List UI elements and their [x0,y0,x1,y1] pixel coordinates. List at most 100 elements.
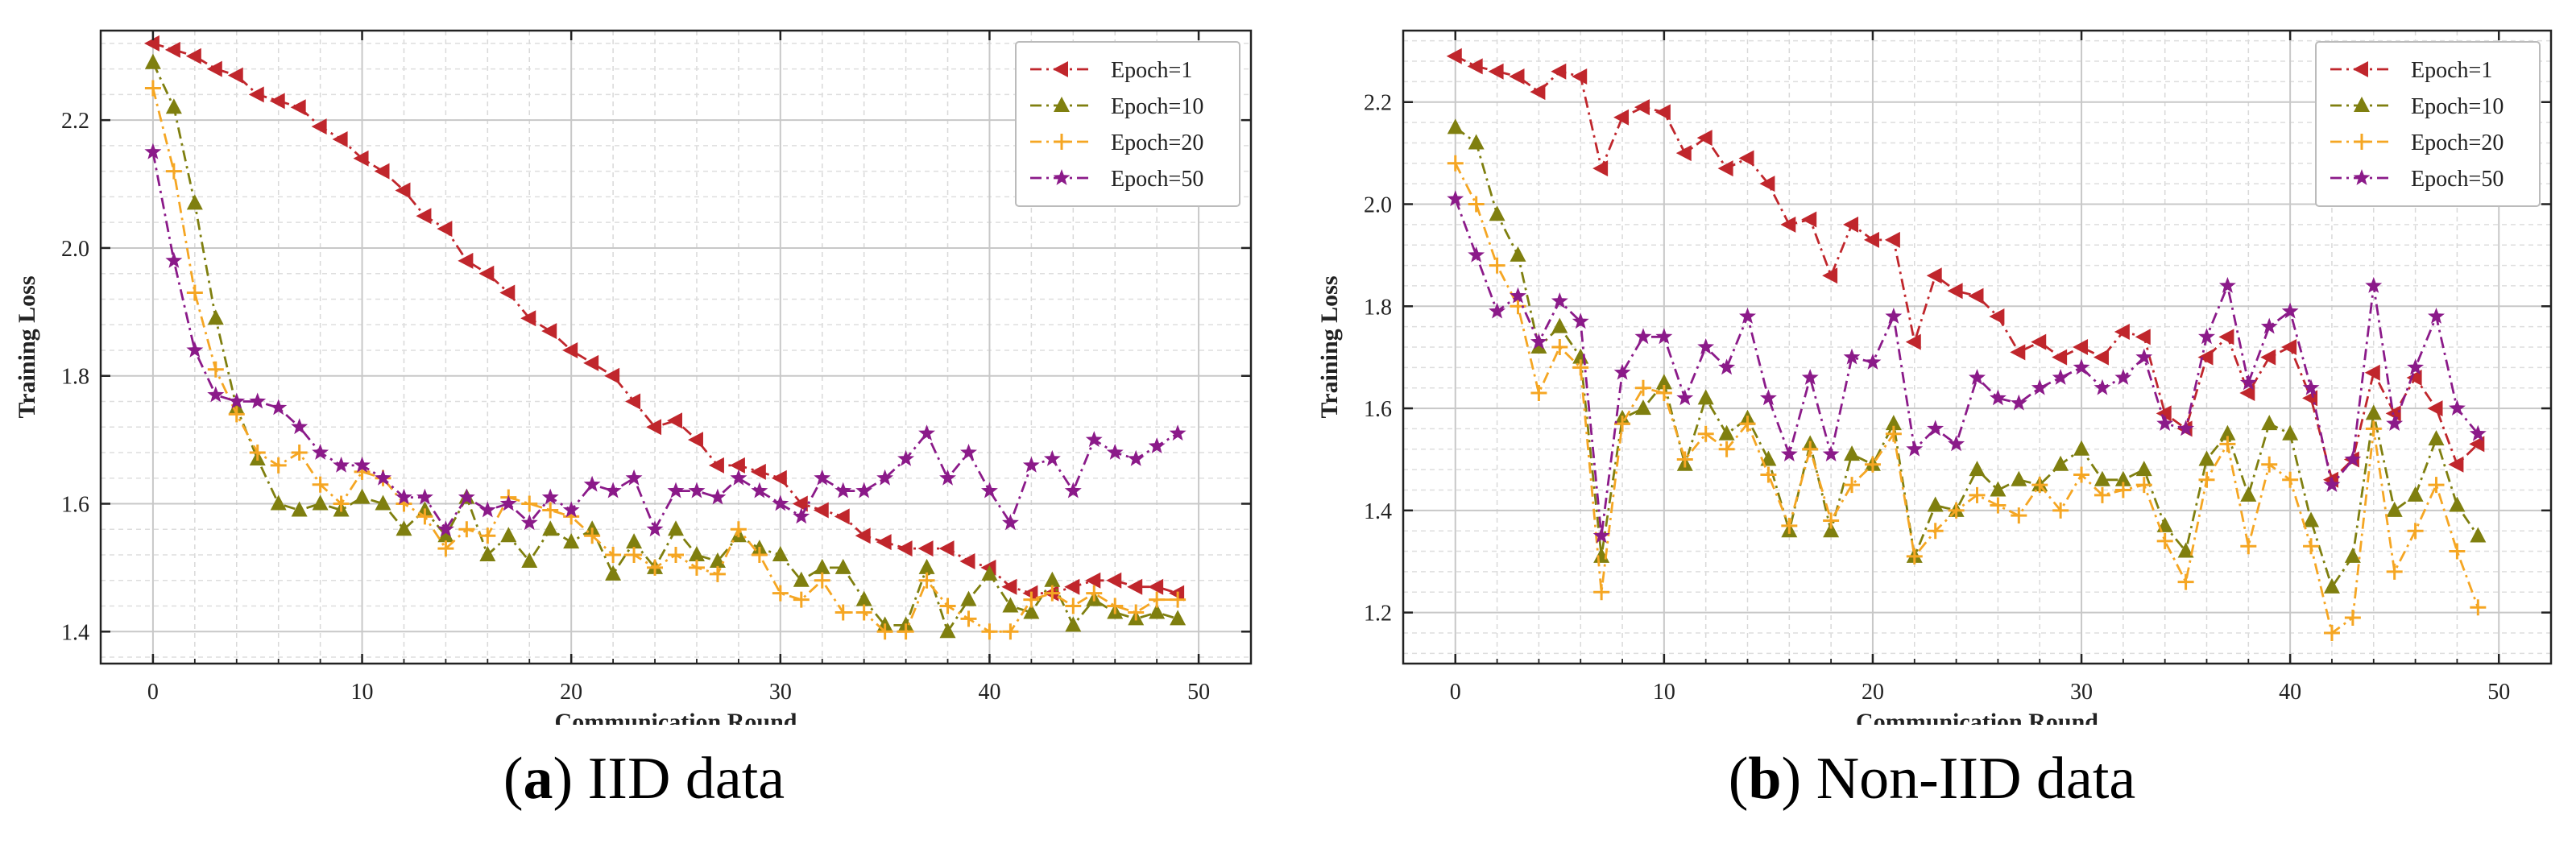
data-point [1149,603,1166,619]
data-point [499,284,516,301]
data-point [2135,329,2151,345]
legend-label: Epoch=10 [1111,94,1203,119]
data-point [374,163,390,180]
legend-item: Epoch=1 [1030,58,1192,83]
data-point [541,323,557,340]
data-point [269,93,285,110]
caption-non-iid: (b) Non-IID data [1728,746,2136,812]
data-point [729,457,745,474]
data-point [813,502,829,519]
data-point [646,520,664,537]
data-point [2261,456,2278,473]
legend: Epoch=1 Epoch=10 Epoch=20 Epoch=50 [1015,41,1240,207]
data-point [1085,431,1103,447]
data-point [437,520,454,537]
data-point [2135,348,2153,365]
ticks: 0 10 20 30 40 50 1.2 1.4 1.6 1.8 2.0 2.2 [1364,31,2551,705]
data-point [667,482,685,498]
data-point [1530,333,1547,350]
data-point [416,488,433,505]
data-point [1634,379,1651,396]
data-point [750,463,766,480]
y-tick-label: 2.0 [61,237,89,262]
data-point [248,86,264,103]
data-point [688,482,706,498]
legend-label: Epoch=20 [2411,130,2504,155]
data-point [2364,364,2380,381]
x-tick-label: 50 [1187,680,1210,705]
data-point [291,445,308,461]
data-point [1086,585,1103,602]
y-axis-label: Training Loss [1316,276,1343,419]
data-point [2428,477,2445,494]
data-point [814,572,830,589]
legend-marker [1053,169,1071,185]
legend-marker [2354,97,2370,112]
data-point [332,130,348,147]
data-point [1926,267,1942,284]
data-point [1128,604,1145,621]
data-point [981,565,998,581]
data-point [625,469,643,486]
data-point [1760,466,1777,483]
legend-marker [2354,134,2370,150]
data-point [1148,437,1166,453]
data-point [458,521,475,538]
axes-frame [99,29,1253,665]
data-point [1085,572,1101,589]
y-tick-label: 2.0 [1364,193,1392,218]
data-point [1655,385,1672,402]
data-point [2177,420,2195,436]
ticks: 0 10 20 30 40 50 1.4 1.6 1.8 2.0 2.2 [61,31,1251,705]
data-point [834,508,850,525]
data-point [939,623,956,639]
data-point [375,494,391,511]
y-tick-label: 2.2 [1364,91,1392,116]
legend-box [1015,41,1240,207]
data-point [312,444,329,460]
data-point [1822,267,1838,284]
data-point [1023,603,1040,619]
data-point [688,546,705,562]
x-tick-label: 50 [2487,680,2510,705]
data-point [1530,385,1547,402]
data-point [855,590,872,606]
data-point [793,507,810,524]
data-point [2344,547,2361,563]
data-point [2260,317,2278,334]
data-point [1697,338,1715,354]
data-point [2386,501,2403,517]
data-point [1509,68,1525,85]
data-point [1717,160,1733,177]
data-point [938,540,955,557]
data-point [207,361,224,378]
data-point [1969,461,1986,477]
data-point [227,67,243,84]
data-point [1676,389,1694,406]
data-point [437,527,454,543]
data-point [1148,578,1164,595]
data-point [1065,616,1082,632]
data-point [2031,378,2048,395]
data-point [2011,507,2027,524]
legend-item: Epoch=50 [2330,167,2504,192]
data-point [814,469,831,486]
data-point [855,482,873,498]
y-tick-label: 1.8 [1364,295,1392,320]
data-point [2010,394,2027,411]
data-point [1780,216,1796,233]
data-point [2386,563,2403,580]
data-point [709,488,727,505]
data-point [2073,358,2090,375]
data-point [2407,486,2424,502]
data-point [626,533,643,549]
x-tick-label: 40 [2279,680,2301,705]
data-point [186,194,203,210]
x-tick-label: 10 [1653,680,1675,705]
data-point [207,309,224,325]
data-point [165,251,183,268]
data-point [2448,399,2466,416]
data-point [2114,482,2131,498]
data-point [1989,308,2005,325]
data-point [1468,246,1485,263]
